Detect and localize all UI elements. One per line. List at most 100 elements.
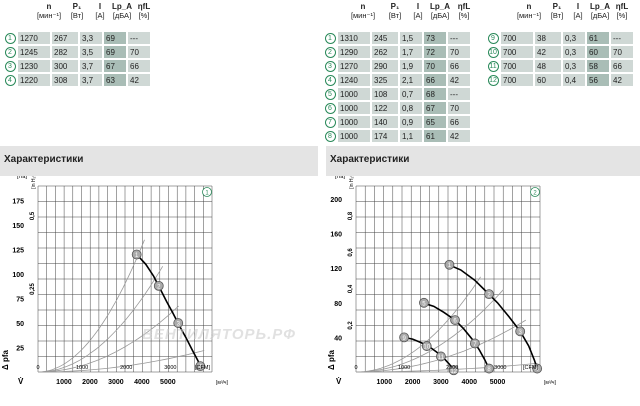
cell-n: 700 [501,46,533,58]
cell-lpa: 65 [424,116,446,128]
row-number-badge: 1 [4,33,16,44]
table-row: 8 1000 174 1,1 61 42 [324,130,470,142]
x-cfm-tick: 0 [354,365,357,371]
col-n-unit: [мин⁻¹] [350,11,376,20]
x-cfm-tick: 2000 [120,365,132,371]
col-lpa: Lp_A [590,2,610,11]
chart-badge [202,187,212,197]
row-number-badge: 4 [324,75,336,86]
cell-i: 0,3 [563,60,585,72]
col-n-unit: [мин⁻¹] [36,11,62,20]
row-number-badge: 5 [324,89,336,100]
y-unit: [Па] [335,176,346,180]
cell-lpa: 68 [424,88,446,100]
cell-lpa: 69 [104,46,126,58]
operating-point [444,259,455,270]
section-bar-left: Характеристики [0,146,318,176]
y-axis-label: Δ pfa [1,349,10,370]
cell-i: 3,7 [80,60,102,72]
cell-p: 108 [372,88,398,100]
y-tick-label: 160 [330,232,342,239]
row-number-badge: 7 [324,117,336,128]
x-tick-label: 5000 [490,379,506,386]
cell-eta: 70 [128,46,150,58]
cell-n: 1270 [18,32,50,44]
characteristic-chart-left: 1 2 3 4 175 150 125 100 75 50 25 0,5 0,25 [Па] [in H₂O… [1,176,228,386]
col-lpa-unit: [дБА] [590,11,610,20]
operating-point [484,363,494,374]
col-eta-unit: [%] [616,11,628,20]
cell-p: 290 [372,60,398,72]
cell-i: 0,3 [563,46,585,58]
operating-point-label: 6 [453,319,457,325]
x-tick-label: 4000 [461,379,477,386]
cell-eta: --- [128,32,150,44]
operating-point-label: 8 [487,367,491,373]
cell-i: 0,3 [563,32,585,44]
operating-point-label: 1 [448,263,452,269]
table-row: 12 700 60 0,4 56 42 [487,74,633,86]
table-row: 9 700 38 0,3 61 --- [487,32,633,44]
x-unit: [м³/ч] [216,380,228,386]
table-row: 3 1230 300 3,7 67 66 [4,60,150,72]
y-unit2: [in H₂O] [349,176,355,189]
cell-i: 0,4 [563,74,585,86]
cell-p: 48 [535,60,561,72]
chart-badge-label: 1 [205,191,209,197]
operating-point [173,318,184,328]
col-n: n [526,2,532,11]
system-curve [355,289,504,373]
table-row: 2 1245 282 3,5 69 70 [4,46,150,58]
system-curve [355,276,481,373]
cell-eta: 66 [448,60,470,72]
col-eta: ηfL [457,2,471,11]
col-eta-unit: [%] [138,11,150,20]
col-p-unit: [Вт] [70,11,84,20]
cell-p: 38 [535,32,561,44]
row-number-badge: 12 [487,75,499,86]
x-cfm-tick: 1000 [398,365,410,371]
y2-tick-label: 0,6 [348,248,354,257]
table-row: 1 1270 267 3,3 69 --- [4,32,150,44]
y-tick-label: 150 [12,223,24,230]
cell-lpa: 67 [104,60,126,72]
row-number-badge: 1 [324,33,336,44]
cell-n: 1220 [18,74,50,86]
row-number-badge: 8 [324,131,336,142]
y2-tick-label: 0,2 [348,321,354,330]
col-i-unit: [A] [95,11,105,20]
left-spec-table: 1 1270 267 3,3 69 --- 2 1245 282 3,5 69 70 3 1230 300 3… [2,30,152,88]
cell-lpa: 61 [587,32,609,44]
system-curve [37,239,145,373]
cell-eta: 42 [448,130,470,142]
operating-point [515,326,526,337]
cell-p: 267 [52,32,78,44]
x-tick-label: 1000 [56,379,72,386]
cell-n: 1230 [18,60,50,72]
cell-n: 1245 [18,46,50,58]
cell-n: 700 [501,74,533,86]
cell-eta: 66 [611,60,633,72]
cell-p: 122 [372,102,398,114]
cell-n: 1240 [338,74,370,86]
x-cfm-unit: [CFM] [523,365,538,371]
cell-lpa: 61 [424,130,446,142]
y-unit2: [in H₂O] [31,176,37,189]
cell-n: 1310 [338,32,370,44]
system-curve [37,266,164,373]
cell-lpa: 63 [104,74,126,86]
y-tick-label: 75 [16,297,24,304]
operating-point [448,365,459,376]
cell-lpa: 73 [424,32,446,44]
x-tick-label: 1000 [377,379,393,386]
table-row: 1 1310 245 1,5 73 --- [324,32,470,44]
cell-p: 325 [372,74,398,86]
section-title-right: Характеристики [330,154,410,165]
y-tick-label: 40 [334,335,342,342]
x-cfm-tick: 1000 [76,365,88,371]
system-curve [37,305,179,373]
x-cfm-unit: [CFM] [195,365,210,371]
cell-i: 3,3 [80,32,102,44]
cell-lpa: 69 [104,32,126,44]
cell-lpa: 72 [424,46,446,58]
